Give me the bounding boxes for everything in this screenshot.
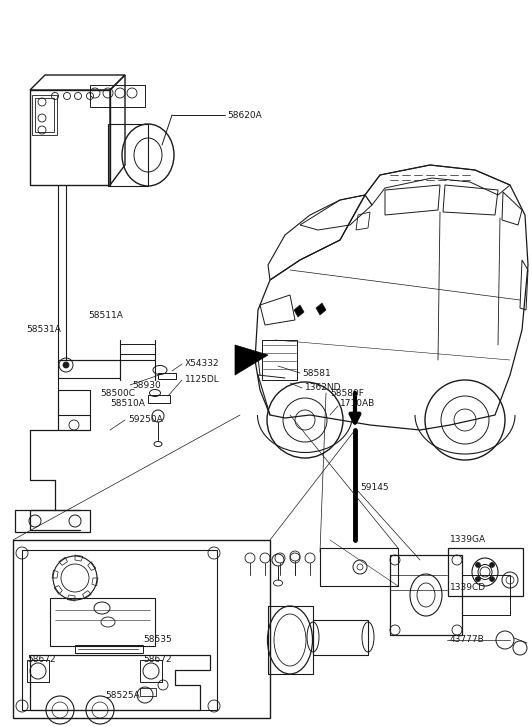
Bar (35, 98, 54, 132)
Circle shape (489, 563, 495, 568)
Bar (262, 340, 297, 380)
Text: 1362ND: 1362ND (305, 384, 342, 393)
Bar (120, 344, 155, 354)
Bar (50, 598, 155, 646)
Text: 59250A: 59250A (128, 416, 163, 425)
Bar (22, 550, 217, 710)
Bar (15, 510, 90, 532)
Polygon shape (235, 345, 268, 375)
Text: 58580F: 58580F (330, 388, 364, 398)
Circle shape (63, 362, 69, 368)
Bar (148, 395, 170, 403)
Text: 1339GA: 1339GA (450, 536, 486, 545)
Bar (108, 124, 148, 186)
Text: 58535: 58535 (143, 635, 172, 645)
Bar (140, 660, 162, 682)
Bar (13, 540, 270, 718)
Bar (313, 620, 368, 655)
Text: 58620A: 58620A (227, 111, 262, 119)
Bar (390, 555, 462, 635)
Text: 58525A: 58525A (105, 691, 140, 699)
Text: 1710AB: 1710AB (340, 400, 375, 409)
Polygon shape (316, 303, 326, 315)
Bar (268, 606, 313, 674)
Bar (32, 95, 57, 135)
Bar (75, 645, 143, 653)
Bar (140, 688, 156, 696)
Text: 1339CD: 1339CD (450, 584, 486, 593)
Text: 43777B: 43777B (450, 635, 485, 645)
Polygon shape (294, 305, 304, 317)
Circle shape (489, 577, 495, 582)
Text: X54332: X54332 (185, 359, 220, 369)
Circle shape (476, 577, 480, 582)
Text: 58672: 58672 (27, 654, 56, 664)
Text: 59145: 59145 (360, 483, 388, 492)
Text: 58511A: 58511A (88, 311, 123, 321)
Text: 58510A: 58510A (110, 400, 145, 409)
Bar (58, 360, 120, 378)
Bar (27, 660, 49, 682)
Bar (90, 85, 145, 107)
Text: 58672: 58672 (143, 654, 172, 664)
Text: 1125DL: 1125DL (185, 376, 220, 385)
Text: 58930: 58930 (132, 380, 161, 390)
Bar (448, 548, 523, 596)
Bar (320, 548, 398, 586)
Bar (30, 90, 110, 185)
Circle shape (476, 563, 480, 568)
Text: 58531A: 58531A (26, 326, 61, 334)
Text: 58500C: 58500C (100, 388, 135, 398)
Text: 58581: 58581 (302, 369, 331, 377)
Bar (158, 373, 176, 379)
